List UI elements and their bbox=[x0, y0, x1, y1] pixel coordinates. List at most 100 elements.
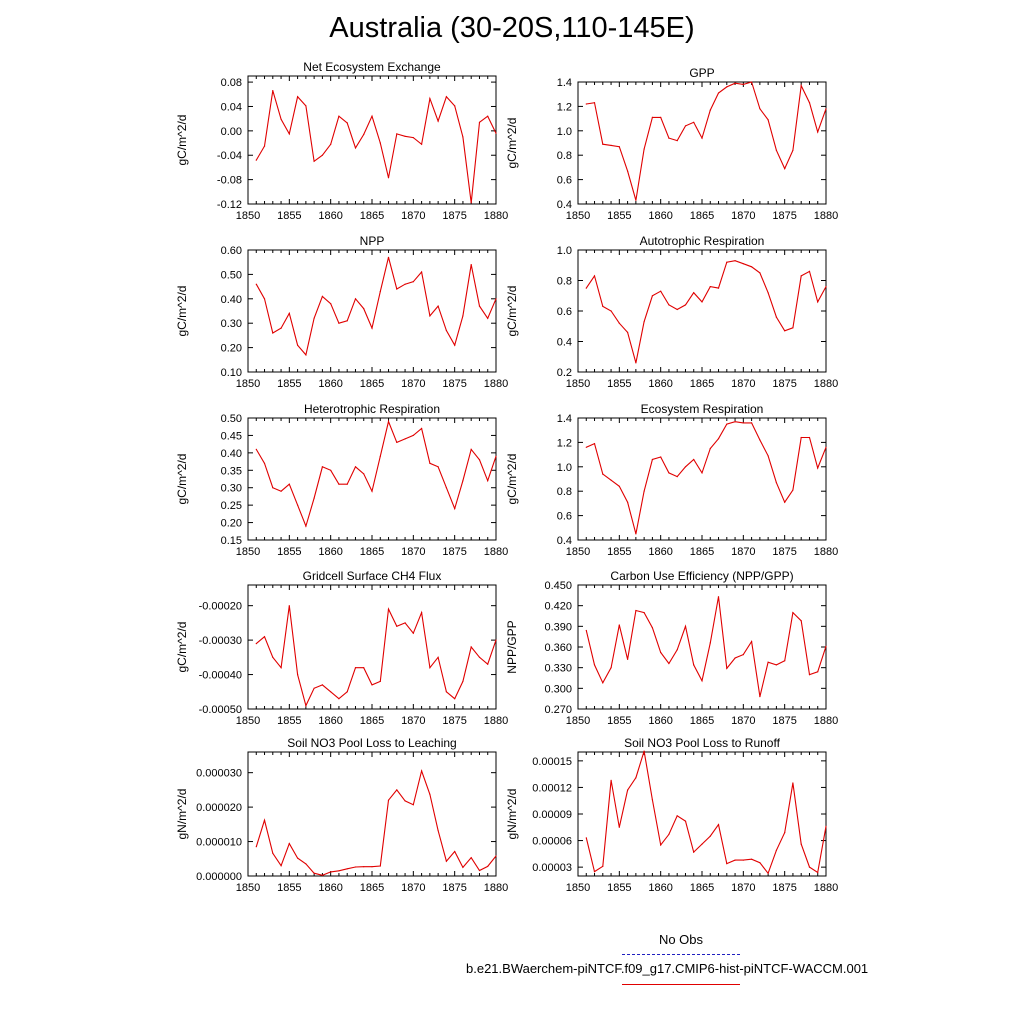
data-point bbox=[660, 844, 662, 846]
data-point bbox=[396, 288, 398, 290]
data-point bbox=[445, 96, 447, 98]
y-tick-label: 0.000010 bbox=[196, 837, 242, 849]
data-point bbox=[470, 857, 472, 859]
data-point bbox=[676, 815, 678, 817]
data-point bbox=[288, 133, 290, 135]
data-point bbox=[412, 434, 414, 436]
data-point bbox=[817, 671, 819, 673]
data-point bbox=[437, 466, 439, 468]
data-point bbox=[734, 82, 736, 84]
panel-7: Gridcell Surface CH4 Flux gC/m^2/d 1850 185… bbox=[175, 569, 508, 727]
data-point bbox=[660, 290, 662, 292]
x-tick-label: 1870 bbox=[401, 715, 425, 727]
panel-title: Net Ecosystem Exchange bbox=[303, 60, 441, 74]
plot-frame bbox=[247, 751, 497, 877]
y-axis-label: gC/m^2/d bbox=[175, 115, 189, 166]
data-point bbox=[454, 850, 456, 853]
x-tick-label: 1855 bbox=[607, 210, 631, 222]
data-point bbox=[759, 696, 761, 698]
plot-frame bbox=[247, 249, 497, 373]
data-point bbox=[660, 456, 662, 458]
data-point bbox=[363, 473, 365, 475]
x-tick-label: 1880 bbox=[484, 210, 508, 222]
x-tick-label: 1860 bbox=[318, 715, 342, 727]
data-point bbox=[717, 596, 720, 598]
data-point bbox=[643, 612, 645, 614]
x-tick-label: 1870 bbox=[731, 378, 755, 390]
data-point bbox=[627, 658, 629, 661]
y-tick-label: 0.30 bbox=[221, 483, 242, 495]
data-point bbox=[668, 472, 670, 474]
data-point bbox=[751, 81, 753, 83]
data-point bbox=[495, 855, 497, 857]
data-point bbox=[412, 137, 414, 139]
y-tick-label: 0.4 bbox=[557, 535, 572, 547]
data-point bbox=[825, 825, 827, 828]
data-point bbox=[272, 487, 274, 489]
data-point bbox=[825, 108, 827, 110]
data-point bbox=[305, 705, 307, 707]
panel-title: Carbon Use Efficiency (NPP/GPP) bbox=[610, 569, 793, 583]
x-tick-label: 1850 bbox=[566, 882, 590, 894]
data-point bbox=[396, 441, 398, 443]
data-point bbox=[808, 102, 811, 104]
data-point bbox=[321, 154, 323, 156]
data-point bbox=[454, 105, 456, 107]
data-point bbox=[717, 287, 720, 289]
data-point bbox=[800, 275, 802, 277]
panel-6: Ecosystem Respiration gC/m^2/d 1850 1855 186… bbox=[505, 402, 838, 558]
data-point bbox=[751, 640, 753, 643]
data-point bbox=[445, 860, 447, 862]
panel-title: Soil NO3 Pool Loss to Runoff bbox=[624, 736, 781, 750]
plot-frame bbox=[577, 81, 827, 205]
y-tick-label: 0.00003 bbox=[532, 862, 572, 874]
y-tick-label: 1.2 bbox=[557, 101, 572, 113]
legend-case-label: b.e21.BWaerchem-piNTCF.f09_g17.CMIP6-his… bbox=[466, 961, 869, 976]
data-point bbox=[660, 116, 662, 118]
data-point bbox=[775, 316, 778, 318]
data-point bbox=[338, 698, 340, 700]
x-tick-label: 1865 bbox=[690, 882, 714, 894]
data-point bbox=[346, 320, 348, 322]
data-point bbox=[470, 448, 472, 450]
data-point bbox=[462, 136, 464, 138]
data-point bbox=[726, 863, 728, 865]
panel-title: Heterotrophic Respiration bbox=[304, 402, 440, 416]
data-point bbox=[825, 286, 827, 288]
y-tick-label: 1.0 bbox=[557, 245, 572, 257]
data-point bbox=[684, 820, 687, 822]
data-point bbox=[792, 489, 794, 491]
y-tick-label: 1.4 bbox=[557, 413, 572, 425]
data-point bbox=[321, 684, 323, 686]
data-point bbox=[676, 140, 678, 142]
data-point bbox=[627, 789, 629, 791]
data-point bbox=[726, 261, 728, 263]
data-point bbox=[602, 305, 604, 307]
data-point bbox=[808, 866, 811, 868]
data-point bbox=[297, 504, 299, 506]
y-tick-label: 0.300 bbox=[544, 683, 572, 695]
data-point bbox=[651, 799, 654, 801]
data-point bbox=[593, 871, 596, 873]
data-point bbox=[387, 256, 390, 258]
y-tick-label: 0.10 bbox=[221, 367, 242, 379]
x-tick-label: 1880 bbox=[814, 715, 838, 727]
data-point bbox=[280, 865, 282, 867]
data-point bbox=[421, 143, 423, 145]
y-tick-label: 0.00009 bbox=[532, 809, 572, 821]
data-point bbox=[437, 656, 439, 658]
x-tick-label: 1855 bbox=[607, 378, 631, 390]
y-axis-label: gN/m^2/d bbox=[175, 789, 189, 840]
y-tick-label: 0.40 bbox=[221, 448, 242, 460]
data-point bbox=[709, 835, 711, 837]
y-axis-label: gN/m^2/d bbox=[505, 789, 519, 840]
y-tick-label: 0.000030 bbox=[196, 768, 242, 780]
data-point bbox=[321, 874, 323, 876]
data-point bbox=[371, 327, 373, 329]
data-point bbox=[305, 863, 307, 865]
data-point bbox=[346, 483, 348, 485]
y-tick-label: 0.00012 bbox=[532, 782, 572, 794]
data-point bbox=[734, 859, 736, 861]
data-point bbox=[817, 301, 819, 303]
data-point bbox=[784, 168, 786, 170]
